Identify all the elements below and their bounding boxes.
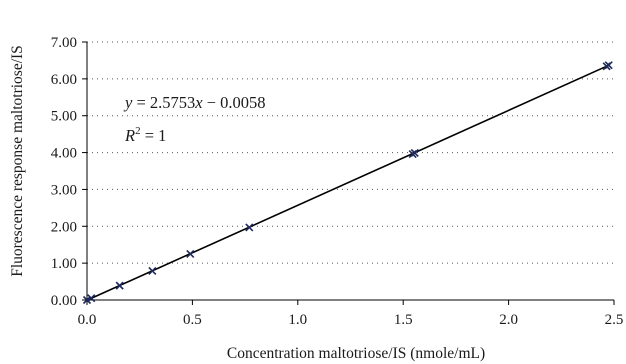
y-tick-label-7: 7.00	[51, 35, 77, 51]
gridlines	[87, 42, 614, 263]
data-point-0-4	[187, 250, 194, 257]
axes	[82, 42, 614, 305]
r2-label: R	[124, 126, 135, 145]
x-tick-label-5: 2.5	[605, 312, 624, 328]
y-tick-label-5: 5.00	[51, 109, 77, 125]
equation-annotation: y = 2.5753x − 0.0058	[123, 93, 266, 112]
x-tick-label-2: 1.0	[288, 312, 307, 328]
x-tick-label-3: 1.5	[394, 312, 413, 328]
data-point-0-2	[116, 282, 123, 289]
r2-rest: = 1	[141, 126, 167, 145]
equation-eq: = 2.5753	[132, 93, 195, 112]
x-tick-label-0: 0.0	[78, 312, 97, 328]
y-tick-label-0: 0.00	[51, 293, 77, 309]
x-axis-title: Concentration maltotriose/IS (nmole/mL)	[227, 345, 485, 362]
r2-annotation: R2 = 1	[124, 125, 166, 145]
x-tick-label-4: 2.0	[499, 312, 518, 328]
equation-rest: − 0.0058	[203, 93, 266, 112]
y-tick-label-4: 4.00	[51, 146, 77, 162]
y-tick-label-2: 2.00	[51, 219, 77, 235]
y-tick-label-6: 6.00	[51, 72, 77, 88]
y-tick-label-3: 3.00	[51, 182, 77, 198]
x-tick-label-1: 0.5	[183, 312, 202, 328]
y-axis-title: Fluorescence response maltotriose/IS	[9, 45, 26, 277]
data-point-0-3	[149, 267, 156, 274]
y-tick-label-1: 1.00	[51, 256, 77, 272]
